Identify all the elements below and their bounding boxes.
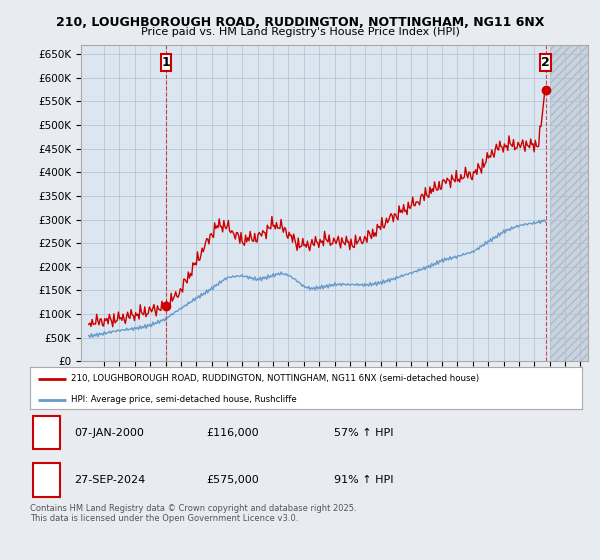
Text: 2: 2 bbox=[42, 474, 51, 487]
Text: 2: 2 bbox=[541, 56, 550, 69]
Text: 07-JAN-2000: 07-JAN-2000 bbox=[74, 428, 144, 437]
Bar bbox=[550, 45, 588, 361]
Text: HPI: Average price, semi-detached house, Rushcliffe: HPI: Average price, semi-detached house,… bbox=[71, 395, 297, 404]
Bar bbox=[33, 416, 61, 449]
Text: Price paid vs. HM Land Registry's House Price Index (HPI): Price paid vs. HM Land Registry's House … bbox=[140, 27, 460, 37]
Text: 1: 1 bbox=[161, 56, 170, 69]
Text: 1: 1 bbox=[42, 426, 51, 439]
Text: 210, LOUGHBOROUGH ROAD, RUDDINGTON, NOTTINGHAM, NG11 6NX: 210, LOUGHBOROUGH ROAD, RUDDINGTON, NOTT… bbox=[56, 16, 544, 29]
Bar bbox=[161, 54, 172, 71]
Bar bbox=[33, 464, 61, 497]
Text: £575,000: £575,000 bbox=[206, 475, 259, 485]
Text: £116,000: £116,000 bbox=[206, 428, 259, 437]
Text: Contains HM Land Registry data © Crown copyright and database right 2025.
This d: Contains HM Land Registry data © Crown c… bbox=[30, 504, 356, 524]
Text: 57% ↑ HPI: 57% ↑ HPI bbox=[334, 428, 393, 437]
Text: 91% ↑ HPI: 91% ↑ HPI bbox=[334, 475, 393, 485]
Bar bbox=[540, 54, 551, 71]
Text: 210, LOUGHBOROUGH ROAD, RUDDINGTON, NOTTINGHAM, NG11 6NX (semi-detached house): 210, LOUGHBOROUGH ROAD, RUDDINGTON, NOTT… bbox=[71, 374, 479, 383]
Text: 27-SEP-2024: 27-SEP-2024 bbox=[74, 475, 145, 485]
